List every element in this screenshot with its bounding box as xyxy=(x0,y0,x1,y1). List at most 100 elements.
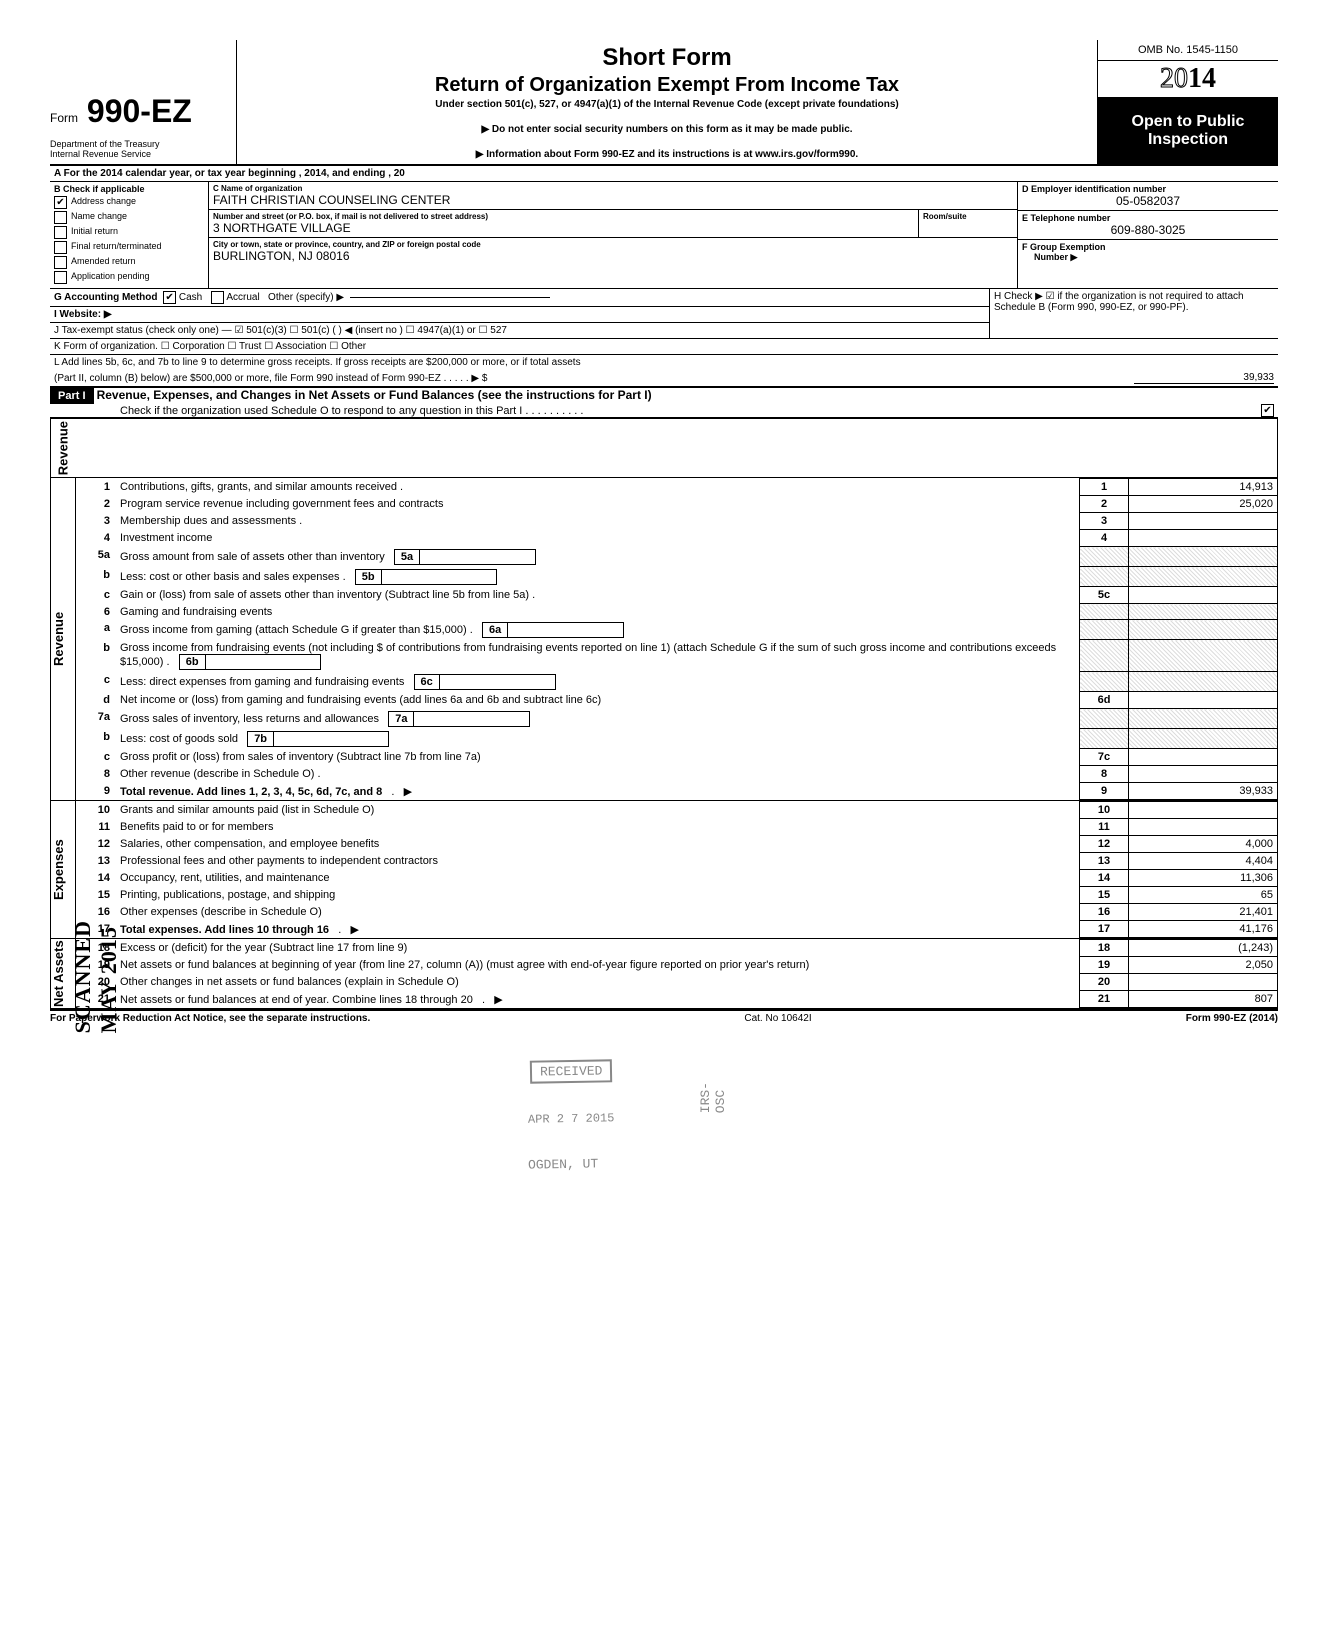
line-value xyxy=(1129,587,1278,604)
line-desc: Salaries, other compensation, and employ… xyxy=(116,836,1080,853)
line-number: 3 xyxy=(76,513,116,530)
checkbox-icon[interactable]: ✔ xyxy=(163,291,176,304)
line-value: 39,933 xyxy=(1129,783,1278,800)
expenses-table: 10Grants and similar amounts paid (list … xyxy=(76,801,1278,938)
j-text: J Tax-exempt status (check only one) — ☑… xyxy=(54,325,507,336)
line-number: 2 xyxy=(76,496,116,513)
inner-box: 5b xyxy=(355,569,497,585)
table-row: dNet income or (loss) from gaming and fu… xyxy=(76,692,1278,709)
chk-amended[interactable]: Amended return xyxy=(54,256,204,269)
line-ref: 9 xyxy=(1080,783,1129,800)
line-value xyxy=(1129,547,1278,567)
f-label2: Number ▶ xyxy=(1022,252,1274,263)
stamp-ogden: OGDEN, UT xyxy=(520,1154,607,1175)
line-value: 11,306 xyxy=(1129,870,1278,887)
line-ref: 8 xyxy=(1080,766,1129,783)
table-row: 9Total revenue. Add lines 1, 2, 3, 4, 5c… xyxy=(76,783,1278,800)
table-row: 2Program service revenue including gover… xyxy=(76,496,1278,513)
checkbox-icon[interactable] xyxy=(54,241,67,254)
line-ref: 13 xyxy=(1080,853,1129,870)
inner-box: 7a xyxy=(388,711,530,727)
part1-sub: Check if the organization used Schedule … xyxy=(120,405,583,417)
checkbox-icon[interactable]: ✔ xyxy=(54,196,67,209)
inner-box: 7b xyxy=(247,731,389,747)
table-row: cGross profit or (loss) from sales of in… xyxy=(76,749,1278,766)
checkbox-icon[interactable] xyxy=(54,211,67,224)
chk-pending[interactable]: Application pending xyxy=(54,271,204,284)
chk-initial[interactable]: Initial return xyxy=(54,226,204,239)
col-b: B Check if applicable ✔Address change Na… xyxy=(50,182,209,288)
line-number: 15 xyxy=(76,887,116,904)
street: 3 NORTHGATE VILLAGE xyxy=(213,221,914,235)
header: Form 990-EZ Department of the Treasury I… xyxy=(50,40,1278,166)
revenue-table: 1Contributions, gifts, grants, and simil… xyxy=(76,478,1278,800)
inner-val[interactable] xyxy=(508,623,623,637)
title1: Short Form xyxy=(243,44,1091,72)
checkbox-icon[interactable] xyxy=(54,256,67,269)
open2: Inspection xyxy=(1102,131,1274,149)
chk-name[interactable]: Name change xyxy=(54,211,204,224)
chk-label: Amended return xyxy=(71,256,136,266)
inner-box: 6c xyxy=(414,674,556,690)
line-desc: Grants and similar amounts paid (list in… xyxy=(116,802,1080,819)
line-desc: Net income or (loss) from gaming and fun… xyxy=(116,692,1080,709)
street-label: Number and street (or P.O. box, if mail … xyxy=(213,212,914,221)
inner-val[interactable] xyxy=(420,550,535,564)
line-value xyxy=(1129,513,1278,530)
table-row: cLess: direct expenses from gaming and f… xyxy=(76,672,1278,692)
line-desc: Net assets or fund balances at end of ye… xyxy=(116,991,1080,1008)
org-name-cell: C Name of organization FAITH CHRISTIAN C… xyxy=(209,182,1017,210)
footer-mid: Cat. No 10642I xyxy=(744,1013,811,1024)
inner-val[interactable] xyxy=(274,732,388,746)
year-prefix: 20 xyxy=(1160,63,1188,94)
line-number: 7a xyxy=(76,709,116,729)
line-value xyxy=(1129,819,1278,836)
line-value: 21,401 xyxy=(1129,904,1278,921)
chk-label: Final return/terminated xyxy=(71,241,162,251)
checkbox-icon[interactable] xyxy=(54,271,67,284)
line-j: J Tax-exempt status (check only one) — ☑… xyxy=(50,323,989,338)
line-value: 25,020 xyxy=(1129,496,1278,513)
table-row: 21Net assets or fund balances at end of … xyxy=(76,991,1278,1008)
line-ref: 17 xyxy=(1080,921,1129,938)
inner-val[interactable] xyxy=(440,675,555,689)
line-number: c xyxy=(76,587,116,604)
line-value: 807 xyxy=(1129,991,1278,1008)
table-row: cGain or (loss) from sale of assets othe… xyxy=(76,587,1278,604)
chk-final[interactable]: Final return/terminated xyxy=(54,241,204,254)
table-row: 15Printing, publications, postage, and s… xyxy=(76,887,1278,904)
city-cell: City or town, state or province, country… xyxy=(209,238,1017,265)
inner-val[interactable] xyxy=(206,655,320,669)
line-value: 2,050 xyxy=(1129,957,1278,974)
line-ref: 19 xyxy=(1080,957,1129,974)
g-cash: Cash xyxy=(179,292,202,303)
chk-address[interactable]: ✔Address change xyxy=(54,196,204,209)
line-number: 8 xyxy=(76,766,116,783)
line-ref xyxy=(1080,604,1129,620)
line-ref: 2 xyxy=(1080,496,1129,513)
chk-label: Application pending xyxy=(71,271,150,281)
checkbox-icon[interactable] xyxy=(211,291,224,304)
line-value xyxy=(1129,530,1278,547)
line-ref: 7c xyxy=(1080,749,1129,766)
line-number: 1 xyxy=(76,479,116,496)
line-value xyxy=(1129,974,1278,991)
g-other-blank[interactable] xyxy=(350,297,550,298)
warn-line: ▶ Do not enter social security numbers o… xyxy=(243,124,1091,135)
line-desc: Professional fees and other payments to … xyxy=(116,853,1080,870)
form-prefix: Form xyxy=(50,111,78,125)
line-number: 11 xyxy=(76,819,116,836)
f-label: F Group Exemption xyxy=(1022,242,1274,252)
d-cell: D Employer identification number 05-0582… xyxy=(1018,182,1278,211)
line-ref: 3 xyxy=(1080,513,1129,530)
inner-val[interactable] xyxy=(414,712,529,726)
line-ref xyxy=(1080,640,1129,672)
table-row: 7aGross sales of inventory, less returns… xyxy=(76,709,1278,729)
line-ref xyxy=(1080,567,1129,587)
inner-val[interactable] xyxy=(382,570,496,584)
table-row: 5aGross amount from sale of assets other… xyxy=(76,547,1278,567)
d-label: D Employer identification number xyxy=(1022,184,1274,194)
checkbox-icon[interactable]: ✔ xyxy=(1261,404,1274,417)
checkbox-icon[interactable] xyxy=(54,226,67,239)
line-value xyxy=(1129,640,1278,672)
